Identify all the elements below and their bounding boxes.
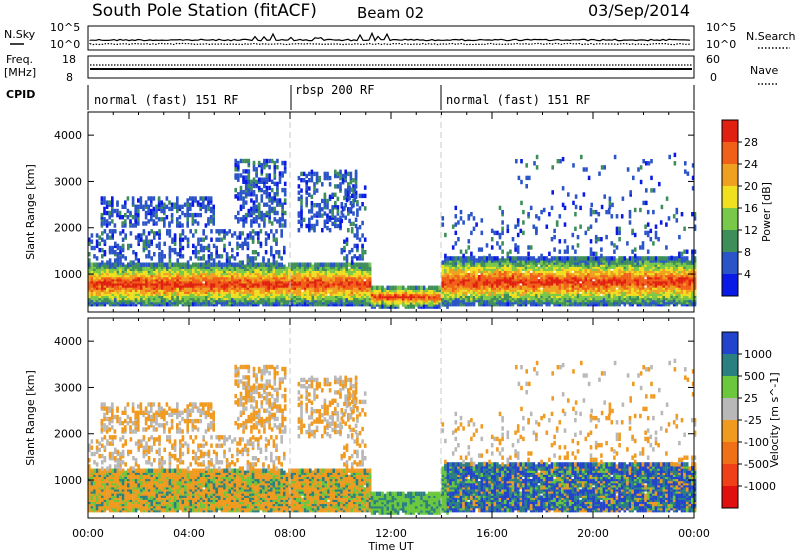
y-tick-label: 4000 [54,335,82,348]
velocity-ylabel: Slant Range [km] [24,370,37,466]
beam-title: Beam 02 [357,4,424,22]
nsky-tick-low: 10^0 [50,38,80,51]
nave-label: Nave [750,64,778,77]
colorbar-swatch [722,354,738,376]
freq-tick-high: 18 [62,53,76,66]
x-tick-label: 04:00 [173,527,205,540]
velocity-y-ticks: 1000 2000 3000 4000 [54,335,694,487]
colorbar-swatch [722,142,738,164]
colorbar-tick-label: 16 [744,202,758,215]
colorbar-swatch [722,208,738,230]
x-tick-label: 00:00 [72,527,104,540]
velocity-colorbar-label: Velocity [m s^-1] [768,372,781,467]
nsky-tick-high: 10^5 [50,21,80,34]
colorbar-tick-label: 25 [744,392,758,405]
colorbar-tick-label: -25 [744,414,762,427]
noise-panel: N.Sky 10^5 10^0 10^5 10^0 N.Search [4,21,796,51]
cpid-mode-2: rbsp 200 RF [295,83,374,97]
velocity-panel: 1000 2000 3000 4000 00:00 04:00 08:00 12:00 16:… [24,317,781,553]
velocity-x-tick-labels: 00:00 04:00 08:00 12:00 16:00 20:00 00:00 [72,527,710,540]
colorbar-swatch [722,398,738,420]
x-tick-label: 08:00 [274,527,306,540]
colorbar-swatch [722,186,738,208]
colorbar-swatch [722,464,738,486]
colorbar-swatch [722,442,738,464]
y-tick-label: 1000 [54,268,82,281]
cpid-mode-1: normal (fast) 151 RF [94,93,239,107]
freq-tick-low: 8 [66,71,73,84]
cpid-panel: CPID normal (fast) 151 RF rbsp 200 RF no… [6,83,695,110]
colorbar-tick-label: 8 [744,246,751,259]
colorbar-tick-label: 500 [744,370,765,383]
x-tick-label: 12:00 [375,527,407,540]
y-tick-label: 2000 [54,222,82,235]
freq-unit-label: [MHz] [4,66,36,79]
nsky-label: N.Sky [4,28,36,41]
x-tick-label: 20:00 [577,527,609,540]
x-tick-label: 16:00 [476,527,508,540]
colorbar-swatch [722,486,738,508]
date-title: 03/Sep/2014 [588,1,690,20]
colorbar-swatch [722,120,738,142]
power-panel: 1000 2000 3000 4000 Slant Range [km] 4 8 12 16… [24,111,773,313]
cpid-mode-3: normal (fast) 151 RF [446,93,591,107]
nsearch-tick-high: 10^5 [706,21,736,34]
x-axis-label: Time UT [367,540,413,553]
colorbar-swatch [722,420,738,442]
velocity-cells [88,358,697,515]
colorbar-tick-label: -500 [744,458,769,471]
y-tick-label: 1000 [54,474,82,487]
y-tick-label: 3000 [54,381,82,394]
cpid-label: CPID [6,88,35,101]
y-tick-label: 4000 [54,129,82,142]
power-x-ticks [87,112,695,312]
colorbar-swatch [722,252,738,274]
colorbar-swatch [722,274,738,296]
colorbar-tick-label: 12 [744,224,758,237]
colorbar-tick-label: -1000 [744,480,776,493]
colorbar-swatch [722,376,738,398]
y-tick-label: 3000 [54,175,82,188]
nsearch-label: N.Search [746,30,796,43]
colorbar-tick-label: 20 [744,180,758,193]
colorbar-tick-label: 1000 [744,348,772,361]
colorbar-swatch [722,332,738,354]
freq-label: Freq. [6,53,33,66]
nave-tick-low: 0 [710,71,717,84]
colorbar-tick-label: 4 [744,268,751,281]
velocity-colorbar: 1000 500 25 -25 -100 -500 -1000 [721,331,776,509]
nsky-line [89,31,691,42]
colorbar-tick-label: 28 [744,136,758,149]
colorbar-swatch [722,230,738,252]
colorbar-tick-label: 24 [744,158,758,171]
y-tick-label: 2000 [54,428,82,441]
nsearch-line [89,42,691,46]
velocity-x-ticks [87,318,695,518]
power-ylabel: Slant Range [km] [24,164,37,260]
x-tick-label: 00:00 [678,527,710,540]
colorbar-swatch [722,164,738,186]
freq-panel: Freq. [MHz] 18 8 60 0 Nave [4,53,778,85]
nsearch-tick-low: 10^0 [706,38,736,51]
power-colorbar-label: Power [dB] [760,182,773,242]
power-cells [88,152,697,309]
power-colorbar: 4 8 12 16 20 24 28 [721,119,758,297]
station-title: South Pole Station (fitACF) [92,1,317,21]
colorbar-tick-label: -100 [744,436,769,449]
power-y-ticks: 1000 2000 3000 4000 [54,129,694,281]
nave-tick-high: 60 [706,53,720,66]
